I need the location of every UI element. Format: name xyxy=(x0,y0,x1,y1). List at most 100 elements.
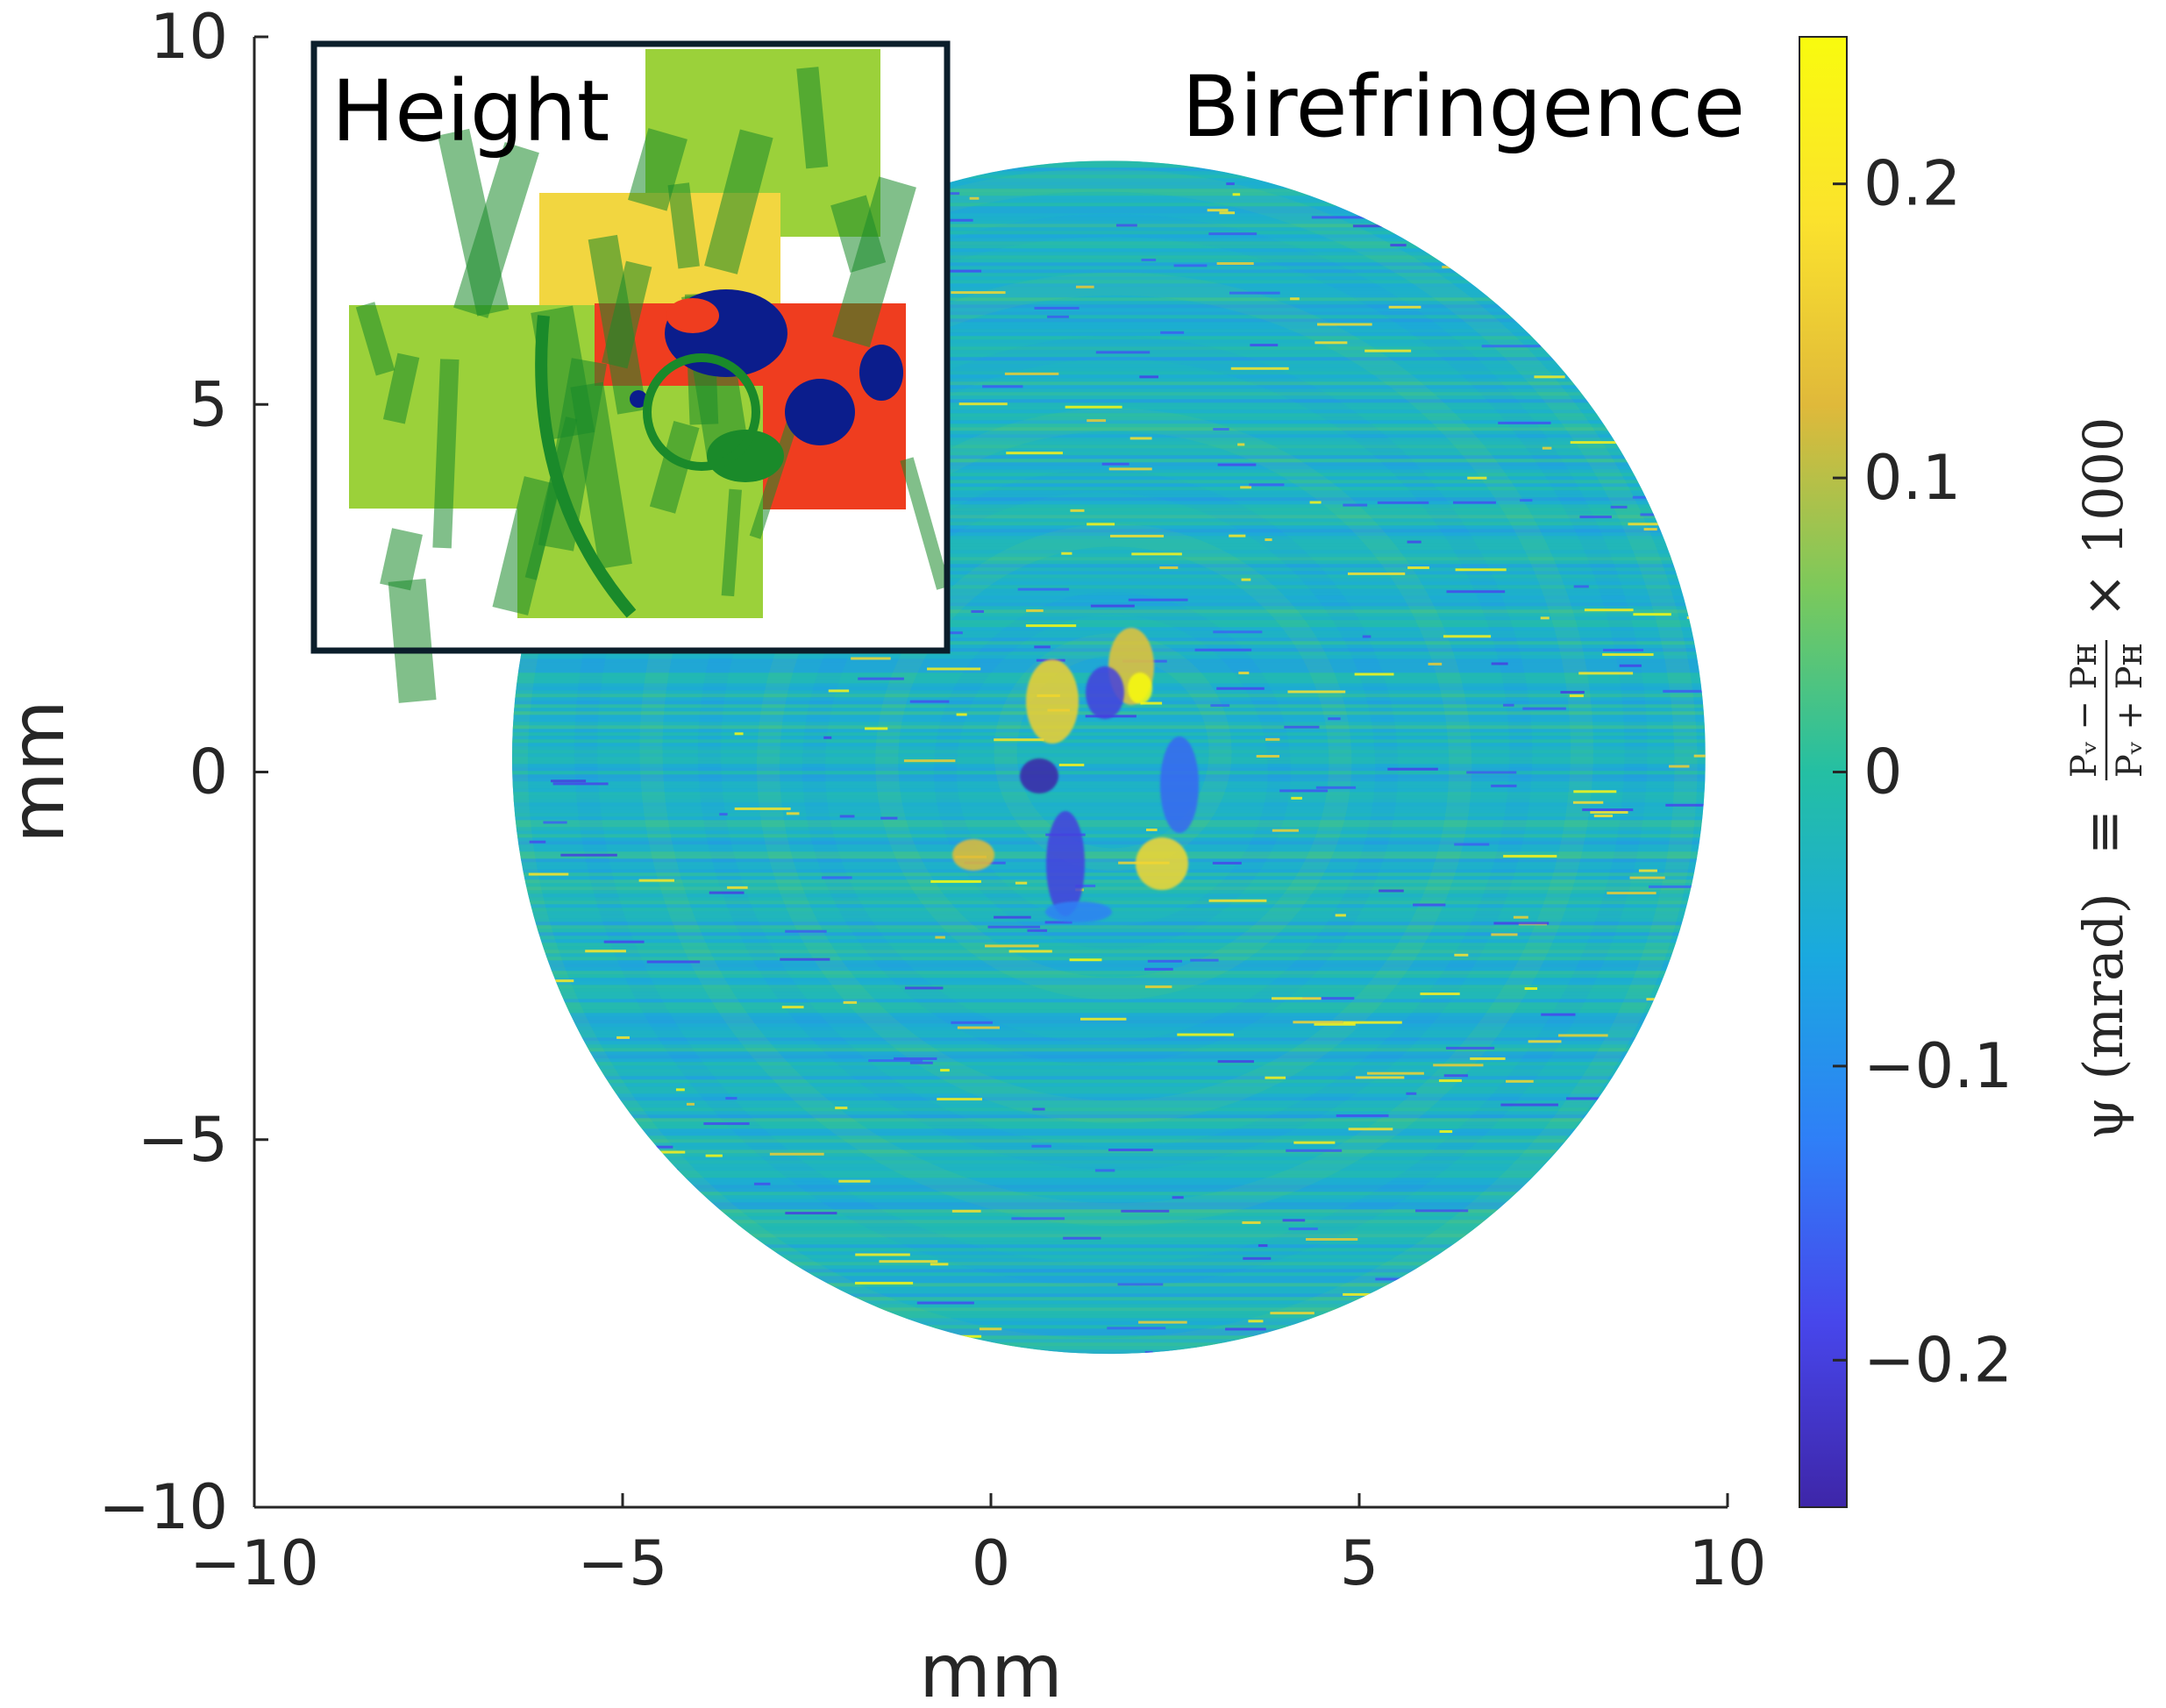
heatmap-streak xyxy=(1108,1149,1153,1152)
heatmap-streak xyxy=(1336,1114,1389,1117)
heatmap-streak-row xyxy=(512,1195,1706,1199)
heatmap-streak xyxy=(1347,572,1406,575)
heatmap-streak-row xyxy=(512,1164,1706,1168)
heatmap-streak-row xyxy=(512,1044,1706,1049)
heatmap-streak xyxy=(1217,1060,1254,1064)
heatmap-streak-row xyxy=(512,1283,1706,1287)
heatmap-streak-row xyxy=(512,929,1706,933)
heatmap-streak xyxy=(1249,483,1285,487)
heatmap-streak-row xyxy=(512,1072,1706,1077)
heatmap-streak-row xyxy=(512,210,1706,214)
heatmap-streak-row xyxy=(512,648,1706,652)
heatmap-streak xyxy=(994,915,1031,919)
heatmap-streak-row xyxy=(512,1300,1706,1305)
heatmap-streak xyxy=(1138,1320,1187,1324)
heatmap-streak-row xyxy=(512,1244,1706,1249)
heatmap-streak-row xyxy=(512,1069,1706,1073)
heatmap-streak-row xyxy=(512,1304,1706,1308)
heatmap-streak xyxy=(1284,725,1320,729)
heatmap-streak-row xyxy=(512,378,1706,382)
heatmap-streak xyxy=(1503,854,1557,858)
heatmap-streak xyxy=(638,879,674,882)
inset-texture-band xyxy=(538,358,608,552)
heatmap-streak-row xyxy=(512,346,1706,351)
inset-feature xyxy=(666,298,719,333)
heatmap-streak xyxy=(1129,437,1152,440)
heatmap-streak xyxy=(1445,1046,1495,1050)
heatmap-streak xyxy=(982,385,1023,388)
heatmap-streak xyxy=(937,1098,983,1101)
heatmap-streak-row xyxy=(512,599,1706,603)
heatmap-streak xyxy=(725,1097,737,1100)
heatmap-streak-row xyxy=(512,862,1706,866)
y-tick-label: 5 xyxy=(189,368,228,440)
heatmap-streak xyxy=(1025,624,1077,628)
heatmap-streak xyxy=(1108,467,1152,471)
heatmap-streak-row xyxy=(512,827,1706,831)
heatmap-streak-row xyxy=(512,325,1706,330)
heatmap-streak-row xyxy=(512,1286,1706,1291)
heatmap-streak xyxy=(1573,790,1617,794)
heatmap-streak-row xyxy=(512,1030,1706,1035)
heatmap-streak-row xyxy=(512,364,1706,368)
heatmap-streak-row xyxy=(512,1279,1706,1284)
heatmap-streak-row xyxy=(512,525,1706,530)
heatmap-streak xyxy=(1248,1320,1264,1323)
heatmap-streak-row xyxy=(512,409,1706,414)
heatmap-streak-row xyxy=(512,473,1706,477)
heatmap-streak-row xyxy=(512,855,1706,859)
heatmap-streak-row xyxy=(512,781,1706,786)
heatmap-streak xyxy=(1433,1064,1484,1067)
heatmap-streak-row xyxy=(512,1135,1706,1140)
heatmap-streak-row xyxy=(512,504,1706,509)
heatmap-streak-row xyxy=(512,160,1706,165)
heatmap-streak-row xyxy=(512,1209,1706,1213)
heatmap-streak-row xyxy=(512,178,1706,182)
heatmap-streak xyxy=(1579,516,1612,519)
heatmap-streak xyxy=(1560,690,1585,694)
heatmap-streak-row xyxy=(512,932,1706,936)
heatmap-streak xyxy=(1428,662,1443,665)
heatmap-streak-row xyxy=(512,1311,1706,1315)
heatmap-streak-row xyxy=(512,1192,1706,1196)
heatmap-streak xyxy=(603,940,645,943)
heatmap-streak xyxy=(1286,1149,1343,1152)
heatmap-streak-row xyxy=(512,189,1706,193)
heatmap-streak-row xyxy=(512,1339,1706,1343)
heatmap-streak-row xyxy=(512,1167,1706,1171)
heatmap-streak xyxy=(1364,349,1412,352)
heatmap-streak-row xyxy=(512,480,1706,484)
heatmap-streak-row xyxy=(512,1255,1706,1259)
heatmap-streak-row xyxy=(512,925,1706,929)
heatmap-streak-row xyxy=(512,1006,1706,1010)
heatmap-streak-row xyxy=(512,1062,1706,1066)
heatmap-streak xyxy=(940,1069,950,1072)
heatmap-streak-row xyxy=(512,1104,1706,1108)
heatmap-streak-row xyxy=(512,455,1706,459)
heatmap-streak xyxy=(1354,673,1394,676)
heatmap-streak xyxy=(1643,528,1657,531)
heatmap-streak xyxy=(1070,509,1085,512)
heatmap-streak xyxy=(1144,967,1173,971)
heatmap-streak xyxy=(1540,616,1550,620)
heatmap-streak xyxy=(1145,828,1158,831)
heatmap-streak-row xyxy=(512,750,1706,754)
heatmap-streak xyxy=(854,1281,914,1285)
heatmap-streak-row xyxy=(512,743,1706,747)
heatmap-streak-row xyxy=(512,269,1706,274)
heatmap-streak-row xyxy=(512,609,1706,614)
heatmap-streak-row xyxy=(512,245,1706,249)
heatmap-streak xyxy=(616,1035,630,1039)
heatmap-streak xyxy=(1258,1244,1268,1248)
inset-texture-band xyxy=(649,420,700,514)
heatmap-streak-row xyxy=(512,494,1706,498)
heatmap-streak-row xyxy=(512,1290,1706,1294)
heatmap-streak-row xyxy=(512,1297,1706,1301)
x-tick-label: 5 xyxy=(1340,1527,1379,1599)
heatmap-streak-row xyxy=(512,332,1706,337)
heatmap-streak xyxy=(1314,1022,1356,1026)
heatmap-streak-row xyxy=(512,936,1706,940)
heatmap-streak xyxy=(1032,1107,1045,1111)
heatmap-streak-row xyxy=(512,367,1706,372)
heatmap-streak-row xyxy=(512,452,1706,456)
